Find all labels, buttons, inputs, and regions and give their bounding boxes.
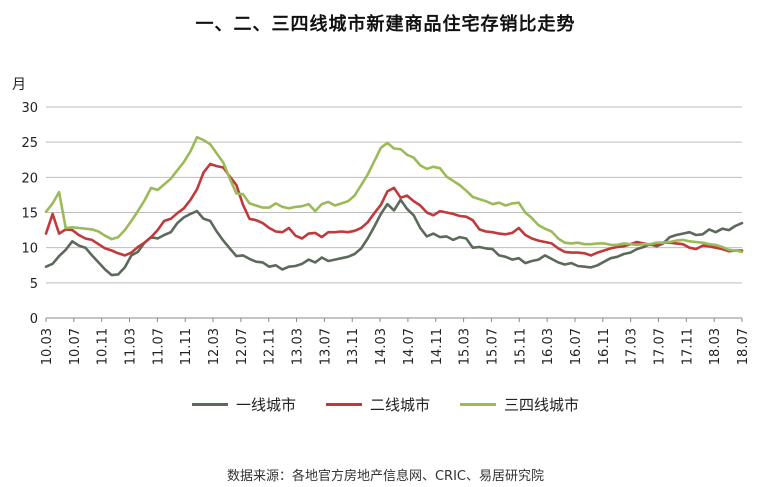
x-tick-label: 18.07 (736, 328, 751, 365)
x-tick-label: 14.11 (430, 328, 445, 365)
x-tick-label: 12.03 (207, 328, 222, 365)
y-tick-label: 15 (21, 207, 38, 222)
y-tick-label: 30 (21, 101, 38, 116)
x-tick-label: 11.03 (124, 328, 139, 365)
series-line-2 (44, 135, 744, 254)
legend-swatch-tier1 (191, 403, 228, 406)
x-tick-label: 15.11 (513, 328, 528, 365)
y-tick-label: 25 (21, 136, 38, 151)
legend-swatch-tier2 (325, 403, 362, 406)
series-line-0 (44, 198, 744, 277)
x-tick-label: 13.11 (346, 328, 361, 365)
legend: 一线城市 二线城市 三四线城市 (0, 394, 771, 415)
gridlines (46, 106, 742, 284)
legend-item-tier34: 三四线城市 (460, 394, 579, 415)
legend-label-tier34: 三四线城市 (504, 396, 580, 414)
x-tick-label: 12.07 (235, 328, 250, 365)
x-axis-ticks: 10.03 10.07 10.11 11.03 11.07 11.11 12.03 12.07… (40, 318, 751, 365)
y-tick-label: 0 (30, 312, 38, 327)
x-tick-label: 16.07 (569, 328, 584, 365)
x-tick-label: 11.07 (151, 328, 166, 365)
x-tick-label: 17.03 (625, 328, 640, 365)
chart-title: 一、二、三四线城市新建商品住宅存销比走势 (195, 14, 576, 35)
x-tick-label: 10.07 (68, 328, 83, 365)
y-axis-label: 月 (12, 77, 26, 93)
x-tick-label: 10.11 (96, 328, 111, 365)
x-tick-label: 17.07 (652, 328, 667, 365)
x-tick-label: 11.11 (179, 328, 194, 365)
y-tick-label: 20 (21, 171, 38, 186)
x-tick-label: 17.11 (680, 328, 695, 365)
y-axis-ticks: 0 5 10 15 20 25 30 (21, 101, 38, 327)
x-tick-label: 16.03 (541, 328, 556, 365)
legend-item-tier2: 二线城市 (325, 394, 430, 415)
series-lines (44, 135, 744, 277)
legend-item-tier1: 一线城市 (191, 394, 296, 415)
legend-swatch-tier34 (460, 403, 496, 406)
x-tick-label: 15.07 (485, 328, 500, 365)
x-tick-label: 10.03 (40, 328, 55, 365)
x-tick-label: 15.03 (458, 328, 473, 365)
x-tick-label: 16.11 (597, 328, 612, 365)
x-tick-label: 18.03 (708, 328, 723, 365)
y-tick-label: 5 (30, 277, 38, 292)
x-tick-label: 14.07 (402, 328, 417, 365)
legend-label-tier2: 二线城市 (369, 396, 430, 414)
x-tick-label: 13.03 (291, 328, 306, 365)
x-tick-label: 12.11 (263, 328, 278, 365)
y-tick-label: 10 (21, 242, 38, 257)
x-tick-label: 14.03 (374, 328, 389, 365)
legend-label-tier1: 一线城市 (235, 396, 296, 414)
source-note: 数据来源：各地官方房地产信息网、CRIC、易居研究院 (226, 469, 545, 484)
series-line-1 (44, 162, 744, 257)
x-tick-label: 13.07 (318, 328, 333, 365)
